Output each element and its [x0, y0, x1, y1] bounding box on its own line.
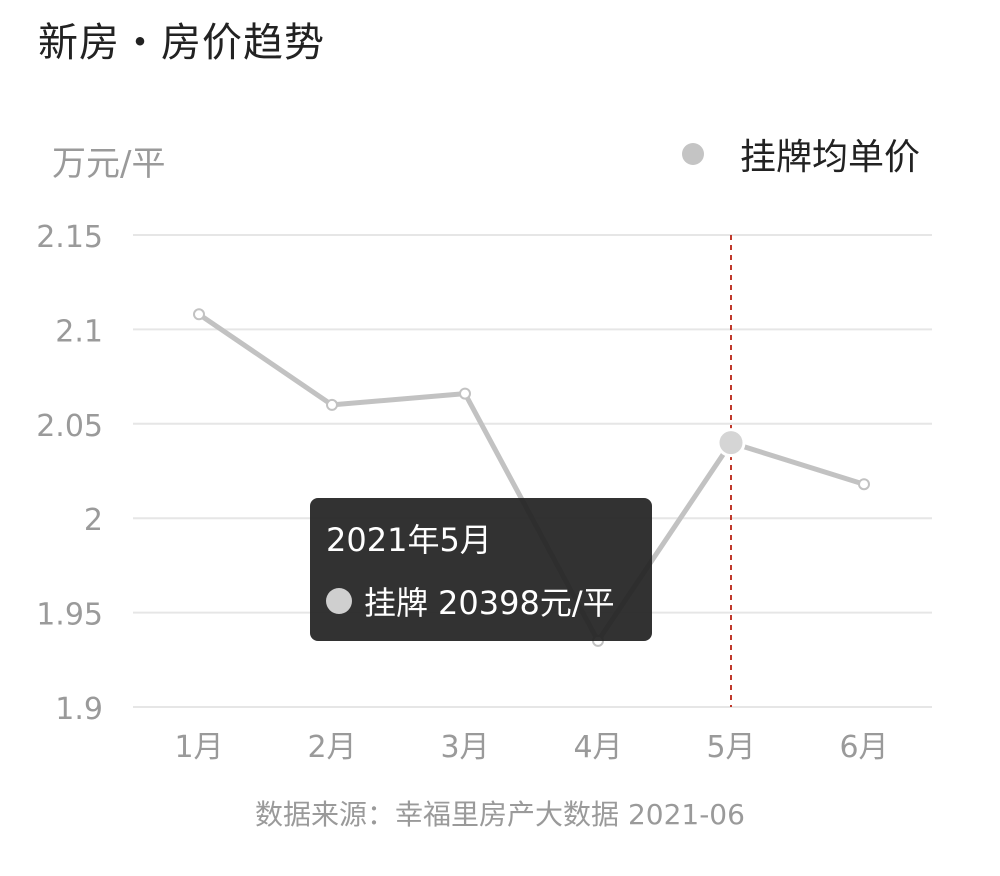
y-tick-label: 1.9 — [55, 692, 103, 727]
y-tick-label: 2.05 — [36, 409, 103, 444]
y-tick-label: 2.15 — [36, 220, 103, 255]
chart-legend[interactable]: 挂牌均单价 — [682, 128, 920, 180]
grid-lines — [133, 234, 932, 708]
data-source-note: 数据来源：幸福里房产大数据 2021-06 — [255, 798, 745, 831]
tooltip-row: 挂牌 20398元/平 — [326, 578, 636, 624]
tooltip-value: 20398元/平 — [438, 584, 615, 622]
data-point — [459, 387, 471, 400]
data-point-active — [716, 428, 746, 458]
tooltip-title: 2021年5月 — [326, 521, 492, 559]
x-axis-ticks: 1月 2月 3月 4月 5月 6月 — [174, 730, 888, 765]
legend-dot-icon — [682, 143, 704, 165]
data-point — [858, 478, 870, 491]
x-tick-label: 5月 — [706, 730, 755, 765]
data-point — [193, 308, 205, 321]
tooltip-series-dot-icon — [326, 588, 352, 614]
data-point — [326, 398, 338, 411]
y-axis-ticks: 2.15 2.1 2.05 2 1.95 1.9 — [36, 220, 103, 727]
x-tick-label: 2月 — [307, 730, 356, 765]
data-tooltip: 2021年5月 挂牌 20398元/平 — [310, 498, 652, 641]
x-tick-label: 6月 — [839, 730, 888, 765]
tooltip-series-label: 挂牌 — [364, 584, 429, 622]
y-tick-label: 1.95 — [36, 598, 103, 633]
page-title: 新房・房价趋势 — [38, 20, 325, 66]
x-tick-label: 4月 — [573, 730, 622, 765]
legend-label: 挂牌均单价 — [740, 137, 921, 178]
y-tick-label: 2 — [84, 503, 103, 538]
y-axis-unit-label: 万元/平 — [52, 144, 166, 184]
x-tick-label: 3月 — [440, 730, 489, 765]
y-tick-label: 2.1 — [55, 314, 103, 349]
x-tick-label: 1月 — [174, 730, 223, 765]
